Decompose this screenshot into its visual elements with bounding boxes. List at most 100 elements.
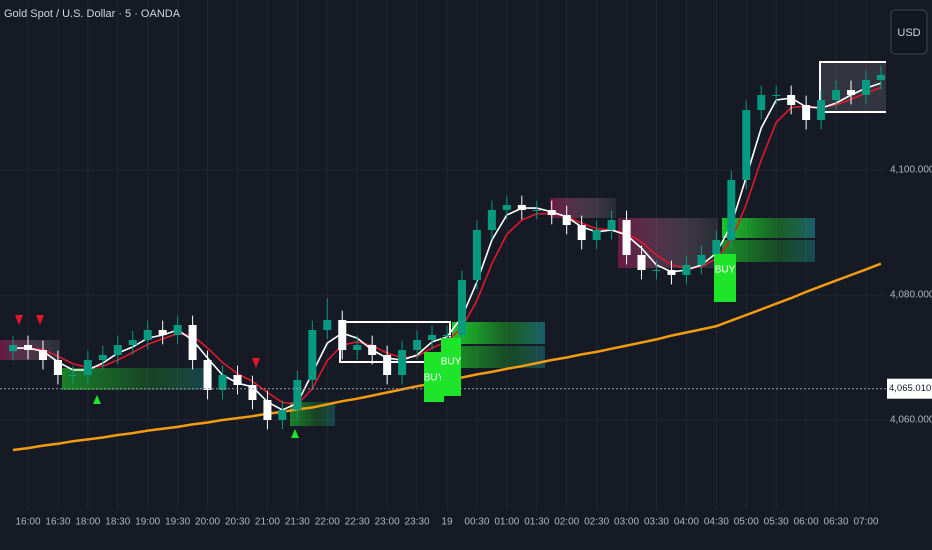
x-tick-label: 01:00 [494, 517, 519, 528]
candle-body [577, 225, 586, 240]
y-tick-label: 4,100.000 [890, 165, 932, 176]
candle-body [308, 330, 317, 380]
x-tick-label: 02:00 [554, 517, 579, 528]
x-tick-label: 00:30 [464, 517, 489, 528]
currency-button[interactable] [890, 9, 928, 55]
candle-body [832, 90, 841, 100]
candle-body [98, 355, 107, 360]
candle-body [248, 385, 257, 400]
time-axis [0, 510, 886, 550]
candle-body [143, 330, 152, 340]
candle-body [173, 325, 182, 335]
candle-body [68, 375, 77, 376]
x-tick-label: 22:30 [345, 517, 370, 528]
candle-body [772, 95, 781, 96]
x-tick-label: 05:30 [764, 517, 789, 528]
chart-title: Gold Spot / U.S. Dollar · 5 · OANDA [4, 8, 181, 20]
candle-body [532, 210, 541, 211]
down-arrow [15, 315, 23, 325]
y-tick-label: 4,080.000 [890, 290, 932, 301]
candle-body [83, 360, 92, 375]
price-axis [886, 0, 932, 550]
x-tick-label: 16:30 [45, 517, 70, 528]
x-tick-label: 06:30 [824, 517, 849, 528]
candle-body [203, 360, 212, 390]
buy-label: BUY [441, 357, 462, 368]
x-tick-label: 05:00 [734, 517, 759, 528]
candle-body [24, 345, 32, 350]
candle-body [817, 100, 826, 120]
candle-body [263, 400, 272, 420]
candle-body [158, 330, 167, 335]
candle-body [353, 345, 362, 350]
candle-body [53, 360, 62, 375]
x-tick-label: 07:00 [853, 517, 878, 528]
candle-body [861, 80, 870, 95]
candle-body [233, 375, 242, 385]
x-tick-label: 20:30 [225, 517, 250, 528]
candle-body [9, 345, 18, 352]
candle-body [802, 105, 811, 120]
candle-body [278, 410, 287, 420]
candle-body [502, 205, 511, 210]
x-tick-label: 19:00 [135, 517, 160, 528]
candle-body [428, 335, 437, 340]
candle-body [398, 350, 407, 375]
x-tick-label: 16:00 [15, 517, 40, 528]
zone [62, 368, 210, 390]
candle-body [742, 110, 751, 180]
candle-body [293, 380, 302, 410]
zone [722, 218, 815, 238]
x-tick-label: 01:30 [524, 517, 549, 528]
x-tick-label: 06:00 [794, 517, 819, 528]
candle-body [607, 220, 616, 230]
x-tick-label: 04:00 [674, 517, 699, 528]
x-tick-label: 03:00 [614, 517, 639, 528]
candle-body [38, 350, 47, 360]
x-tick-label: 19:30 [165, 517, 190, 528]
candle-body [442, 335, 451, 336]
candle-body [652, 270, 661, 271]
x-tick-label: 18:30 [105, 517, 130, 528]
x-tick-label: 20:00 [195, 517, 220, 528]
candle-body [637, 255, 646, 270]
x-tick-label: 03:30 [644, 517, 669, 528]
up-arrow [93, 395, 101, 404]
candle-body [113, 345, 122, 355]
buy-label: BUY [424, 373, 445, 384]
candle-body [323, 320, 332, 330]
x-tick-label: 18:00 [75, 517, 100, 528]
plot [0, 65, 886, 452]
zone [452, 322, 545, 344]
x-tick-label: 21:30 [285, 517, 310, 528]
candle-body [413, 340, 422, 350]
candle-body [472, 230, 481, 280]
range-box [819, 61, 889, 113]
last-price-box [887, 378, 932, 399]
x-tick-label: 21:00 [255, 517, 280, 528]
down-arrow [36, 315, 44, 325]
candle-body [682, 265, 691, 275]
signals: BUY BUY BUY [15, 254, 736, 438]
y-tick-label: 4,060.000 [890, 415, 932, 426]
down-arrow [252, 358, 260, 368]
candle-body [712, 240, 721, 255]
candle-body [128, 340, 137, 345]
candle-body [622, 220, 631, 255]
currency[interactable]: USD [897, 27, 920, 39]
x-tick-label: 23:30 [405, 517, 430, 528]
zone [722, 240, 815, 262]
buy-box [441, 338, 461, 396]
candle-body [876, 75, 885, 80]
candle-body [517, 205, 526, 210]
buy-box [714, 254, 736, 302]
candle-body [847, 90, 856, 95]
candle-body [487, 210, 496, 230]
candle-body [368, 345, 377, 355]
x-tick-label: 04:30 [704, 517, 729, 528]
candle-body [547, 210, 556, 215]
candle-body [727, 180, 736, 240]
x-tick-label: 23:00 [375, 517, 400, 528]
